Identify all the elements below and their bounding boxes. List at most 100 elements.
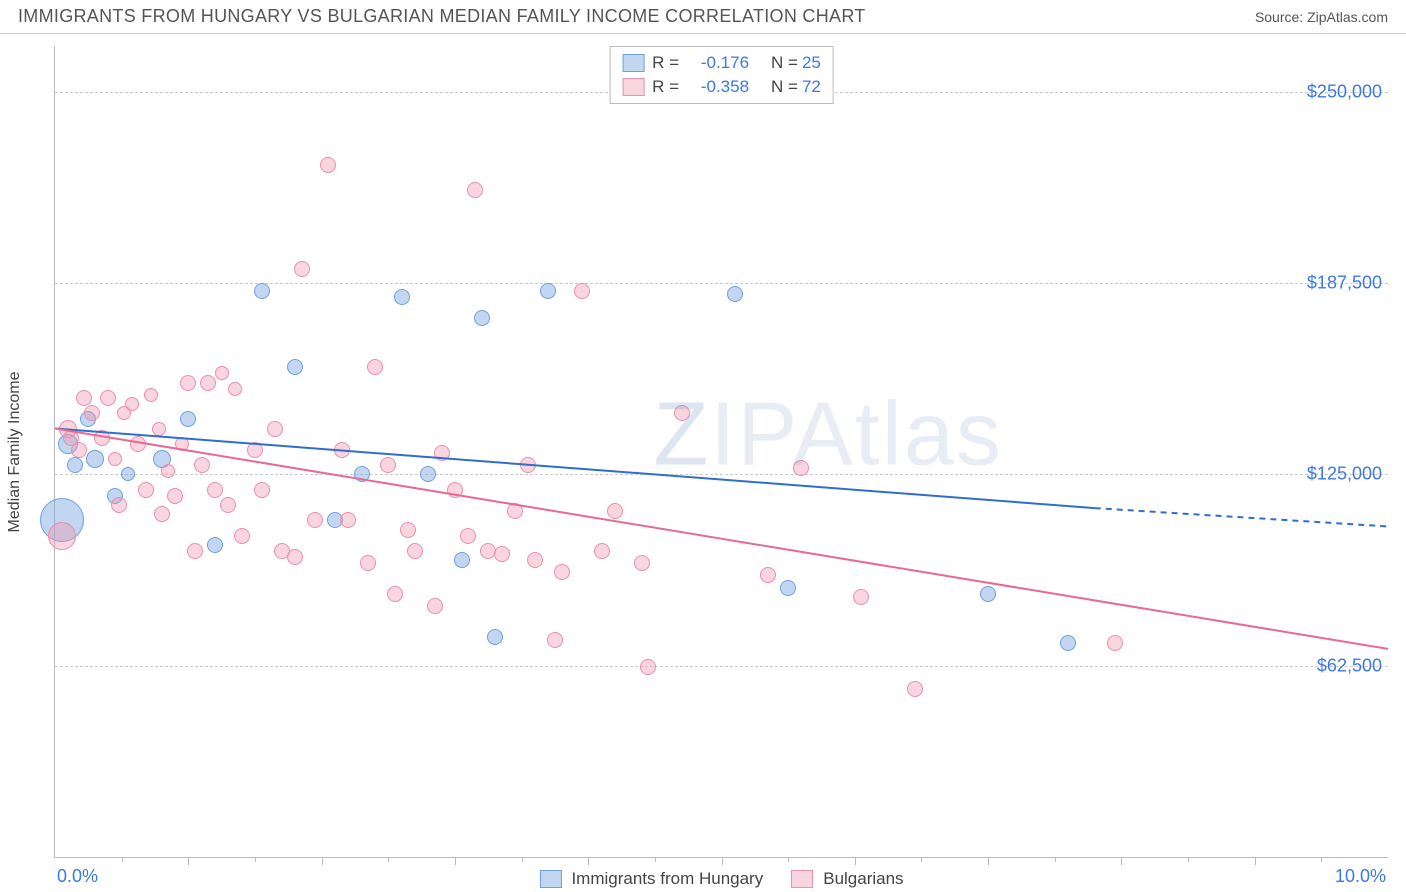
data-point-hungary <box>454 552 470 568</box>
y-tick-label: $187,500 <box>1307 273 1382 294</box>
data-point-bulgarians <box>180 375 196 391</box>
data-point-bulgarians <box>460 528 476 544</box>
data-point-bulgarians <box>507 503 523 519</box>
data-point-hungary <box>780 580 796 596</box>
n-label: N = <box>771 51 798 75</box>
data-point-bulgarians <box>138 482 154 498</box>
x-tick <box>588 857 589 865</box>
series-name-bulgarians: Bulgarians <box>823 869 903 889</box>
data-point-bulgarians <box>247 442 263 458</box>
plot-area: $62,500$125,000$187,500$250,000 <box>55 46 1388 857</box>
data-point-bulgarians <box>594 543 610 559</box>
series-name-hungary: Immigrants from Hungary <box>571 869 763 889</box>
x-tick <box>855 857 856 865</box>
x-tick <box>655 857 656 862</box>
data-point-bulgarians <box>407 543 423 559</box>
data-point-bulgarians <box>228 382 242 396</box>
data-point-bulgarians <box>520 457 536 473</box>
data-point-hungary <box>67 457 83 473</box>
data-point-bulgarians <box>220 497 236 513</box>
x-tick <box>188 857 189 865</box>
data-point-bulgarians <box>387 586 403 602</box>
source-label: Source: <box>1255 9 1303 25</box>
data-point-bulgarians <box>554 564 570 580</box>
n-value-hungary: 25 <box>802 51 821 75</box>
x-tick <box>788 857 789 862</box>
data-point-bulgarians <box>793 460 809 476</box>
x-tick <box>1321 857 1322 862</box>
y-tick-label: $62,500 <box>1317 655 1382 676</box>
r-label: R = <box>652 75 679 99</box>
series-legend: Immigrants from Hungary Bulgarians <box>539 869 903 889</box>
x-tick <box>1055 857 1056 862</box>
data-point-bulgarians <box>320 157 336 173</box>
data-point-bulgarians <box>200 375 216 391</box>
data-point-hungary <box>540 283 556 299</box>
data-point-bulgarians <box>640 659 656 675</box>
swatch-bulgarians <box>622 78 644 96</box>
data-point-bulgarians <box>467 182 483 198</box>
r-value-hungary: -0.176 <box>683 51 749 75</box>
data-point-bulgarians <box>360 555 376 571</box>
n-label: N = <box>771 75 798 99</box>
data-point-bulgarians <box>108 452 122 466</box>
data-point-bulgarians <box>154 506 170 522</box>
swatch-hungary <box>539 870 561 888</box>
chart-title: IMMIGRANTS FROM HUNGARY VS BULGARIAN MED… <box>18 6 866 27</box>
gridline <box>55 666 1388 667</box>
chart-header: IMMIGRANTS FROM HUNGARY VS BULGARIAN MED… <box>0 0 1406 34</box>
data-point-bulgarians <box>287 549 303 565</box>
x-tick <box>921 857 922 862</box>
data-point-bulgarians <box>194 457 210 473</box>
data-point-bulgarians <box>1107 635 1123 651</box>
data-point-hungary <box>727 286 743 302</box>
x-tick <box>255 857 256 862</box>
data-point-bulgarians <box>187 543 203 559</box>
data-point-bulgarians <box>574 283 590 299</box>
x-tick <box>988 857 989 865</box>
data-point-hungary <box>487 629 503 645</box>
data-point-bulgarians <box>607 503 623 519</box>
data-point-hungary <box>354 466 370 482</box>
gridline <box>55 283 1388 284</box>
data-point-bulgarians <box>71 442 87 458</box>
data-point-bulgarians <box>547 632 563 648</box>
n-value-bulgarians: 72 <box>802 75 821 99</box>
x-axis-max-label: 10.0% <box>1335 866 1386 887</box>
source-attribution: Source: ZipAtlas.com <box>1255 9 1388 25</box>
data-point-bulgarians <box>175 437 189 451</box>
data-point-bulgarians <box>340 512 356 528</box>
data-point-hungary <box>121 467 135 481</box>
x-tick <box>1121 857 1122 865</box>
data-point-hungary <box>254 283 270 299</box>
legend-item-bulgarians: Bulgarians <box>791 869 903 889</box>
data-point-bulgarians <box>447 482 463 498</box>
data-point-bulgarians <box>130 436 146 452</box>
legend-item-hungary: Immigrants from Hungary <box>539 869 763 889</box>
data-point-bulgarians <box>334 442 350 458</box>
data-point-bulgarians <box>144 388 158 402</box>
legend-row-hungary: R = -0.176 N = 25 <box>622 51 821 75</box>
x-tick <box>122 857 123 862</box>
data-point-bulgarians <box>674 405 690 421</box>
legend-row-bulgarians: R = -0.358 N = 72 <box>622 75 821 99</box>
data-point-hungary <box>420 466 436 482</box>
data-point-bulgarians <box>234 528 250 544</box>
x-tick <box>388 857 389 862</box>
data-point-hungary <box>1060 635 1076 651</box>
x-axis-min-label: 0.0% <box>57 866 98 887</box>
data-point-bulgarians <box>400 522 416 538</box>
data-point-bulgarians <box>494 546 510 562</box>
data-point-bulgarians <box>48 522 76 550</box>
data-point-bulgarians <box>380 457 396 473</box>
data-point-bulgarians <box>76 390 92 406</box>
data-point-bulgarians <box>167 488 183 504</box>
data-point-bulgarians <box>125 397 139 411</box>
data-point-hungary <box>474 310 490 326</box>
data-point-bulgarians <box>427 598 443 614</box>
data-point-hungary <box>287 359 303 375</box>
data-point-bulgarians <box>254 482 270 498</box>
data-point-bulgarians <box>152 422 166 436</box>
data-point-bulgarians <box>161 464 175 478</box>
data-point-bulgarians <box>207 482 223 498</box>
